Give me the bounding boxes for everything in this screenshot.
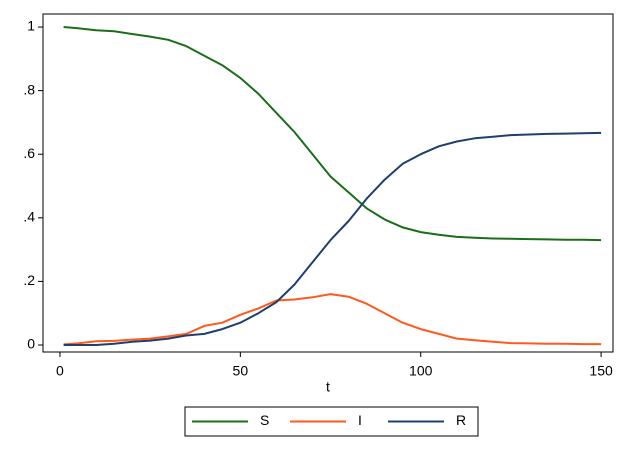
y-tick-label: 0	[27, 336, 35, 352]
y-tick-label: .2	[23, 272, 35, 288]
series-line	[63, 131, 602, 346]
y-tick-label: 1	[27, 18, 35, 34]
legend-label: I	[358, 412, 362, 428]
x-tick-label: 50	[233, 363, 249, 379]
series-line	[63, 293, 602, 346]
y-tick-label: .4	[23, 209, 35, 225]
y-tick-label: .6	[23, 145, 35, 161]
series-line	[63, 26, 602, 242]
x-tick-label: 0	[56, 363, 64, 379]
legend-label: S	[260, 412, 269, 428]
legend-label: R	[456, 412, 466, 428]
x-tick-label: 150	[589, 363, 613, 379]
x-axis-label: t	[326, 379, 330, 395]
plot-frame	[42, 13, 614, 353]
x-tick-label: 100	[409, 363, 433, 379]
y-tick-label: .8	[23, 81, 35, 97]
